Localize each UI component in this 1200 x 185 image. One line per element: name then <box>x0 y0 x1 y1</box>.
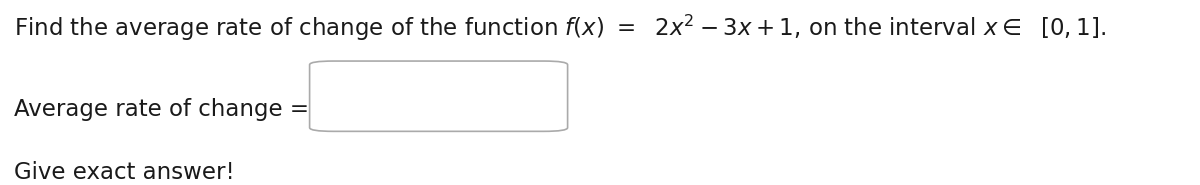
Text: Give exact answer!: Give exact answer! <box>14 161 235 184</box>
FancyBboxPatch shape <box>310 61 568 131</box>
Text: Average rate of change =: Average rate of change = <box>14 98 317 121</box>
Text: Find the average rate of change of the function $f(x)\ =\ \ 2x^2 - 3x + 1$, on t: Find the average rate of change of the f… <box>14 13 1106 43</box>
